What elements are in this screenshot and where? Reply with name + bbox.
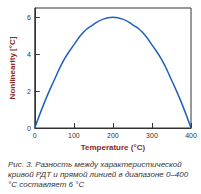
svg-text:300: 300 — [146, 132, 158, 139]
svg-text:0: 0 — [27, 125, 31, 132]
svg-text:4: 4 — [27, 51, 31, 58]
svg-text:Nonlinearity [°C]: Nonlinearity [°C] — [8, 36, 17, 99]
svg-text:100: 100 — [68, 132, 80, 139]
svg-text:2: 2 — [27, 88, 31, 95]
html-text:Рис. 3. Разность между характе: Рис. 3. Разность между характеристическо… — [8, 160, 189, 189]
svg-text:400: 400 — [185, 132, 197, 139]
svg-text:6: 6 — [27, 14, 31, 21]
svg-text:200: 200 — [107, 132, 119, 139]
svg-text:Temperature (°C): Temperature (°C) — [81, 143, 146, 152]
svg-text:0: 0 — [33, 132, 37, 139]
